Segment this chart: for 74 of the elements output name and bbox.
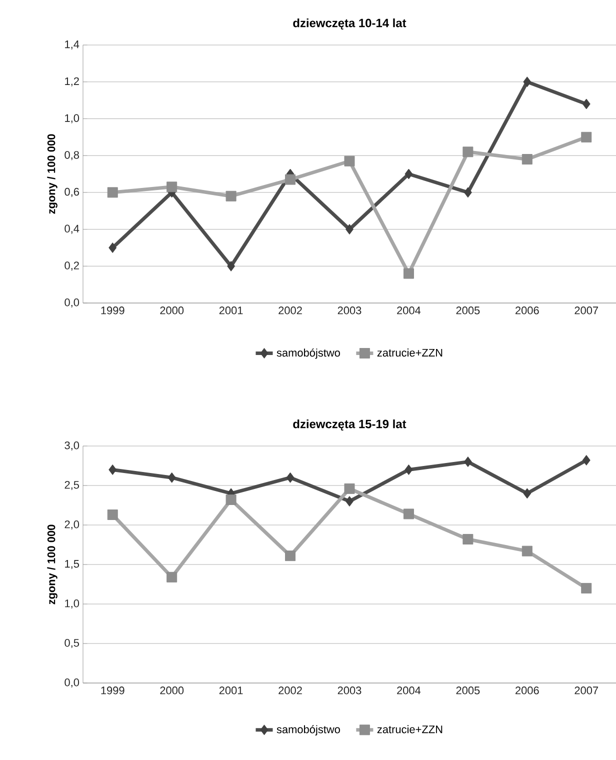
point xyxy=(226,190,236,202)
point xyxy=(523,76,532,88)
x-tick-label: 2002 xyxy=(278,686,302,694)
chart-title: dziewczęta 15-19 lat xyxy=(293,419,406,431)
point xyxy=(403,268,414,279)
x-tick-label: 2006 xyxy=(516,686,539,694)
x-tick-label: 1999 xyxy=(101,306,124,314)
point xyxy=(464,456,472,468)
point xyxy=(581,132,592,142)
y-tick-label: 0,0 xyxy=(64,298,80,308)
y-tick-label: 0,4 xyxy=(64,224,80,234)
point xyxy=(404,464,413,475)
x-tick-label: 2001 xyxy=(219,686,243,694)
point xyxy=(227,260,236,272)
x-tick-label: 2002 xyxy=(278,306,302,314)
point xyxy=(344,483,355,494)
x-tick-label: 2003 xyxy=(338,686,362,694)
y-tick-label: 2,0 xyxy=(64,520,80,530)
point xyxy=(108,464,117,475)
point xyxy=(522,546,532,556)
x-tick-label: 2001 xyxy=(219,306,243,314)
point xyxy=(344,156,355,166)
x-tick-label: 2000 xyxy=(160,306,184,314)
y-tick-label: 0,6 xyxy=(64,188,79,197)
x-tick-label: 2003 xyxy=(338,306,362,314)
x-tick-label: 2005 xyxy=(456,306,480,314)
point xyxy=(166,572,178,582)
x-tick-label: 2004 xyxy=(397,686,421,694)
point xyxy=(403,508,414,520)
y-tick-label: 1,5 xyxy=(65,560,80,569)
point xyxy=(404,168,413,180)
point xyxy=(582,98,590,110)
y-tick-label: 0,0 xyxy=(64,678,80,688)
x-tick-label: 2004 xyxy=(397,306,421,314)
y-tick-label: 0,8 xyxy=(64,151,79,160)
y-axis-title: zgony / 100 000 xyxy=(47,134,58,214)
point xyxy=(107,509,118,520)
point xyxy=(285,550,296,562)
x-tick-label: 2006 xyxy=(516,306,539,314)
y-tick-label: 1,4 xyxy=(65,40,80,50)
chart-title: dziewczęta 10-14 lat xyxy=(293,18,406,30)
y-tick-label: 3,0 xyxy=(64,441,80,451)
point xyxy=(226,494,236,505)
point xyxy=(582,454,590,466)
point xyxy=(462,534,474,544)
y-tick-label: 1,0 xyxy=(65,599,80,609)
legend-label: zatrucie+ZZN xyxy=(377,348,442,357)
point xyxy=(345,496,354,507)
point xyxy=(522,154,532,165)
point xyxy=(345,224,354,235)
x-tick-label: 1999 xyxy=(101,686,124,694)
x-tick-label: 2005 xyxy=(456,686,480,694)
x-tick-label: 2007 xyxy=(574,306,598,314)
point xyxy=(285,174,296,185)
x-tick-label: 2000 xyxy=(160,686,184,694)
legend-label: samobójstwo xyxy=(276,725,340,736)
y-tick-label: 0,5 xyxy=(64,638,80,648)
point xyxy=(108,242,117,253)
y-tick-label: 2,5 xyxy=(64,480,80,490)
x-tick-label: 2007 xyxy=(574,686,598,694)
y-axis-title: zgony / 100 000 xyxy=(47,524,58,604)
point xyxy=(462,146,474,158)
point xyxy=(166,182,178,192)
point xyxy=(107,187,118,198)
y-tick-label: 1,2 xyxy=(65,77,79,86)
y-tick-label: 1,0 xyxy=(65,114,80,124)
point xyxy=(523,488,532,499)
point xyxy=(168,472,176,483)
y-tick-label: 0,2 xyxy=(64,262,79,271)
point xyxy=(286,472,294,483)
point xyxy=(464,187,472,198)
legend-label: zatrucie+ZZN xyxy=(377,725,442,734)
point xyxy=(581,582,592,594)
legend-label: samobójstwo xyxy=(276,348,340,359)
